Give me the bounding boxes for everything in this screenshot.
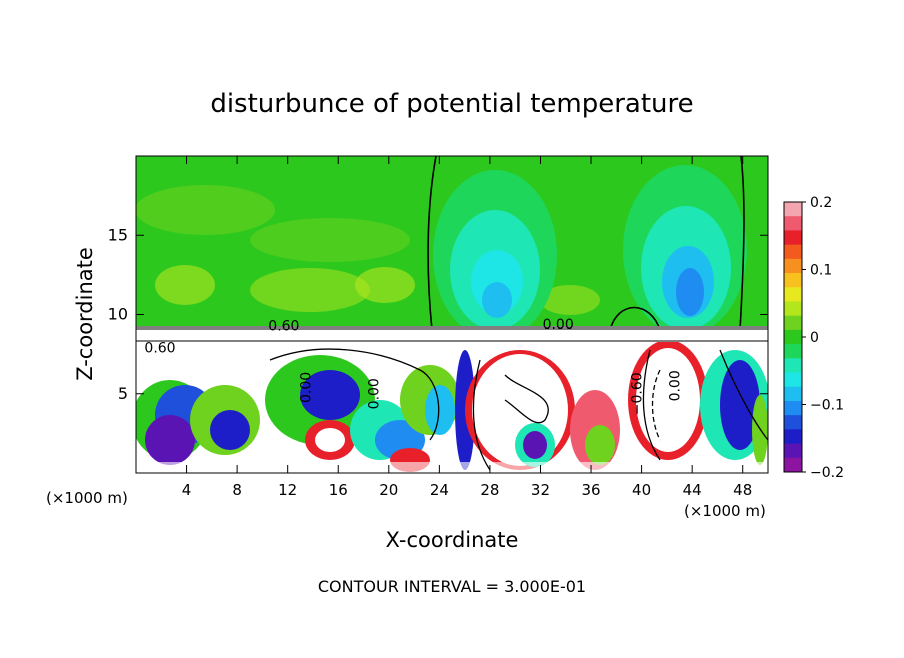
contour-labels: 0.60 0.00 0.60 0.00 0.00 −0.60 0.00: [144, 317, 683, 415]
colorbar: 0.2 0.1 0 −0.1 −0.2: [783, 195, 844, 481]
x-tick-label: 12: [278, 481, 297, 499]
contour-label: −0.60: [630, 372, 646, 415]
colorbar-tick-label: 0.2: [810, 195, 832, 211]
colorbar-swatch: [784, 301, 802, 317]
colorbar-swatch: [784, 315, 802, 331]
y-tick-label: 10: [108, 305, 128, 324]
lower-contours: [269, 348, 768, 471]
y-axis-label: Z-coordinate: [73, 247, 97, 381]
colorbar-swatch: [784, 287, 802, 302]
colorbar-swatch: [784, 344, 802, 359]
colorbar-swatch: [784, 216, 802, 231]
x-tick-label: 8: [232, 481, 242, 499]
zero-contour-upper: [427, 156, 745, 331]
colorbar-swatch: [784, 258, 802, 274]
lower-field: [136, 342, 768, 473]
colorbar-swatch: [784, 329, 802, 345]
colorbar-swatch: [784, 372, 802, 388]
y-tick-label: 5: [118, 384, 128, 403]
contour-label: 0.60: [268, 318, 299, 334]
colorbar-swatch: [784, 273, 802, 288]
x-unit-right: (×1000 m): [684, 502, 766, 520]
x-tick-label: 48: [733, 481, 752, 499]
x-axis-label: X-coordinate: [386, 528, 519, 552]
colorbar-tick-label: −0.2: [810, 465, 844, 481]
x-tick-label: 40: [632, 481, 651, 499]
x-tick-label: 32: [531, 481, 550, 499]
x-tick-label: 28: [480, 481, 499, 499]
colorbar-swatch: [784, 230, 802, 246]
colorbar-tick-label: −0.1: [810, 398, 844, 414]
contour-label: 0.00: [298, 372, 314, 403]
colorbar-swatch: [784, 358, 802, 374]
colorbar-tick-label: 0.1: [810, 263, 832, 279]
y-axis: 5 10 15: [108, 225, 768, 403]
colorbar-swatch: [784, 244, 802, 260]
colorbar-swatch: [784, 415, 802, 430]
chart-title: disturbunce of potential temperature: [210, 89, 693, 119]
contour-interval-note: CONTOUR INTERVAL = 3.000E-01: [318, 577, 586, 596]
contour-label: 0.00: [668, 370, 684, 401]
x-tick-label: 20: [379, 481, 398, 499]
colorbar-swatch: [784, 443, 802, 459]
colorbar-swatch: [784, 429, 802, 445]
contour-label: 0.60: [144, 341, 175, 357]
colorbar-swatch: [784, 400, 802, 416]
contour-label: 0.00: [367, 378, 383, 409]
plot-area: 0.60 0.00 0.60 0.00 0.00 −0.60 0.00: [136, 156, 768, 473]
colorbar-swatch: [784, 457, 802, 473]
colorbar-swatch: [784, 386, 802, 402]
x-tick-label: 24: [430, 481, 449, 499]
contour-label: 0.00: [543, 317, 574, 333]
x-tick-label: 36: [581, 481, 600, 499]
y-tick-label: 15: [108, 225, 128, 244]
colorbar-tick-label: 0: [810, 330, 819, 346]
x-tick-label: 4: [182, 481, 192, 499]
upper-field-patches: [136, 165, 747, 340]
x-axis: 4 8 12 16 20 24 28 32 36 40 44 48: [182, 156, 752, 499]
x-tick-label: 44: [683, 481, 702, 499]
x-tick-label: 16: [329, 481, 348, 499]
colorbar-swatch: [784, 202, 802, 217]
x-unit-left: (×1000 m): [46, 489, 128, 507]
